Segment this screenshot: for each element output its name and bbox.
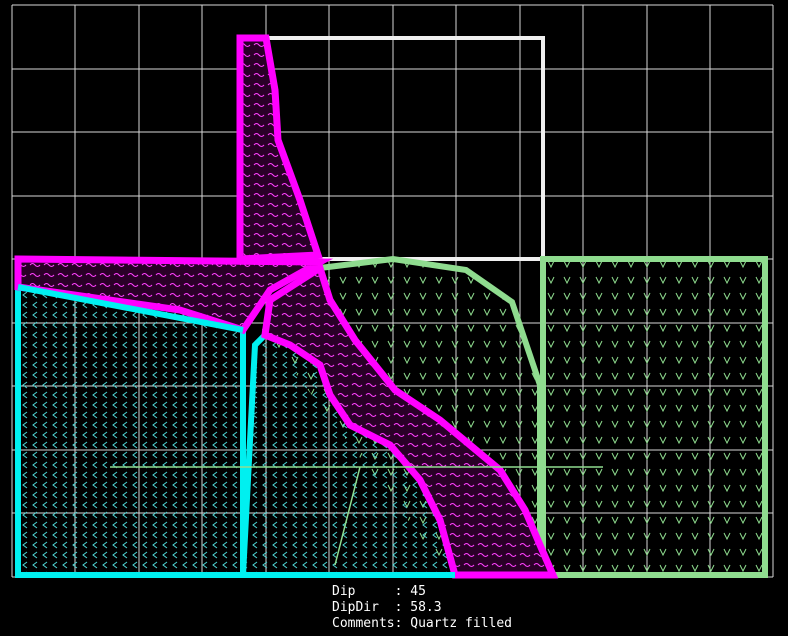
green-block: [540, 256, 768, 578]
green-boundary: [319, 255, 543, 545]
info-line: Dip : 45: [332, 584, 426, 599]
info-line: Comments: Quartz filled: [332, 616, 513, 631]
section-line: [334, 466, 361, 566]
cyan-left-region: [15, 283, 246, 578]
magenta-tall-region: [236, 34, 323, 263]
info-line: DipDir : 58.3: [332, 600, 442, 615]
cyan-edge: [17, 284, 244, 333]
